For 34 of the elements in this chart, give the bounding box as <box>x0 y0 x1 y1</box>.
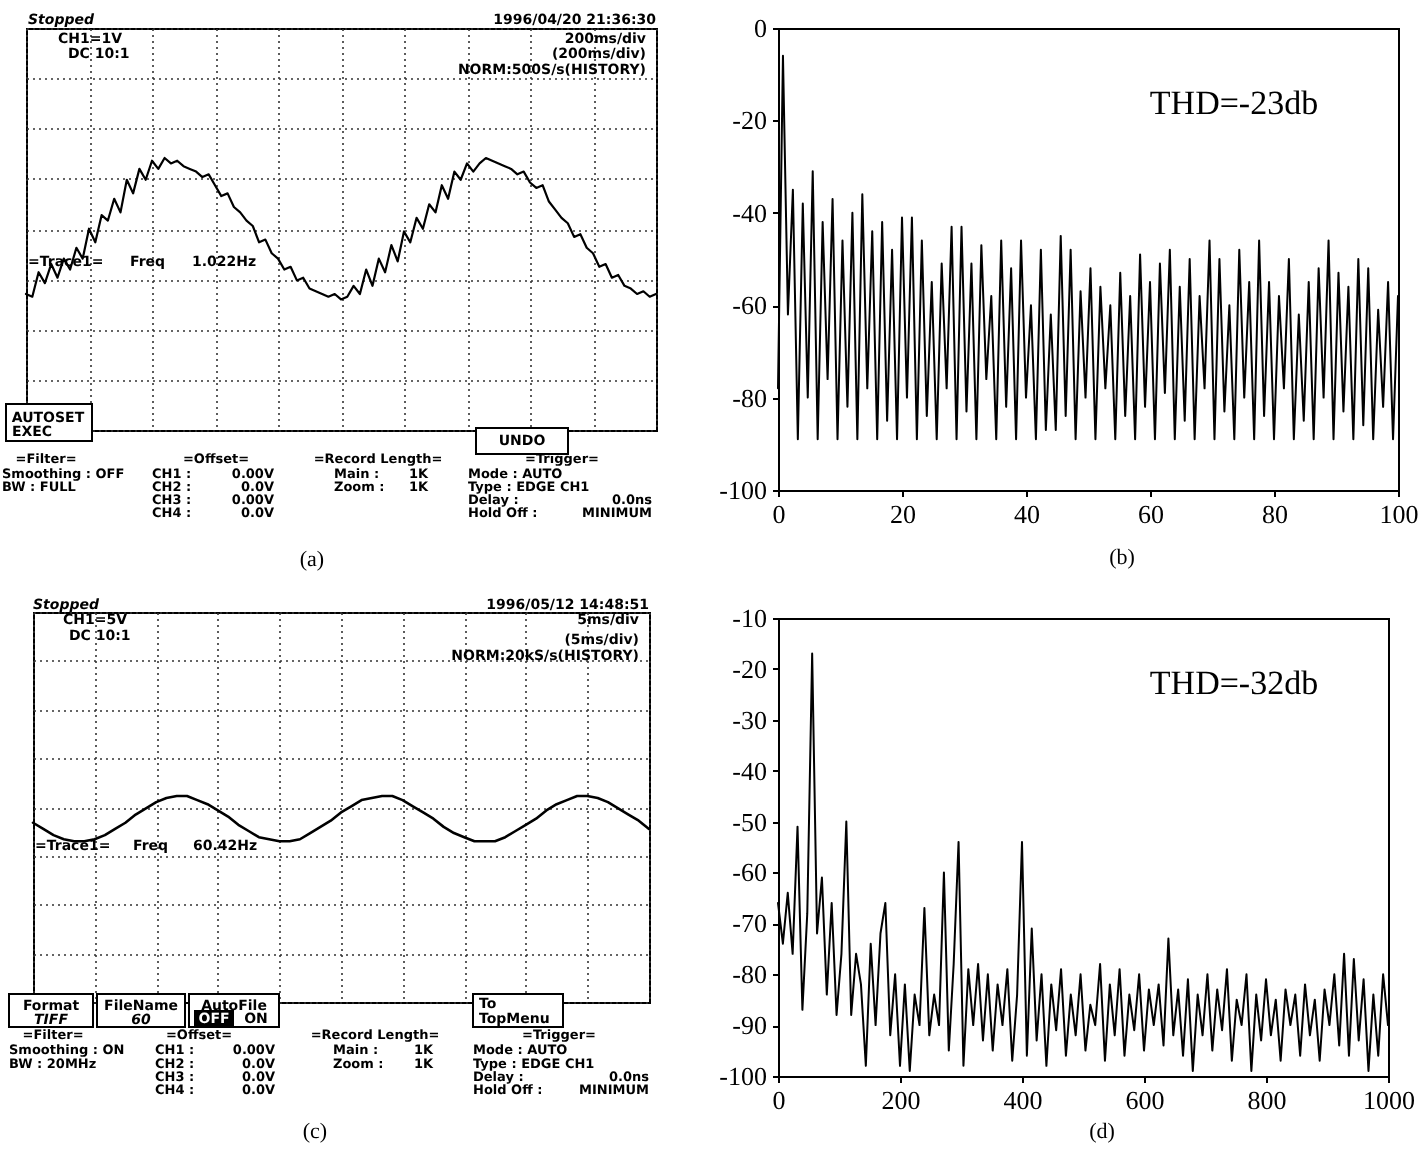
y-tick-label: -30 <box>732 704 767 735</box>
text: (b) <box>1109 546 1136 570</box>
y-tick-label: -40 <box>732 755 767 786</box>
x-tick-label: 0 <box>772 499 786 529</box>
y-tick-label: -100 <box>719 1061 767 1091</box>
y-tick-label: -100 <box>719 475 767 505</box>
annotation: THD=-32db <box>1149 664 1319 702</box>
x-tick-label: 800 <box>1247 1085 1287 1115</box>
y-tick-label: -70 <box>732 908 767 939</box>
x-tick-label: 200 <box>881 1085 921 1115</box>
y-tick-label: -80 <box>732 382 767 413</box>
x-tick-label: 400 <box>1003 1085 1043 1115</box>
y-tick-label: -20 <box>732 105 767 136</box>
y-tick-label: -50 <box>732 806 767 837</box>
text: (d) <box>1089 1120 1116 1144</box>
x-tick-label: 600 <box>1125 1085 1165 1115</box>
x-tick-label: 20 <box>890 499 916 529</box>
y-tick-label: -60 <box>732 290 767 321</box>
y-tick-label: -80 <box>732 959 767 990</box>
x-tick-label: 40 <box>1014 499 1040 529</box>
y-tick-label: -40 <box>732 197 767 228</box>
annotation: THD=-23db <box>1149 84 1319 122</box>
y-tick-label: -10 <box>732 603 767 633</box>
y-tick-label: 0 <box>754 13 767 43</box>
x-tick-label: 80 <box>1262 499 1288 529</box>
text: (c) <box>302 1120 328 1144</box>
x-tick-label: 60 <box>1138 499 1164 529</box>
x-tick-label: 0 <box>772 1085 786 1115</box>
x-tick-label: 1000 <box>1363 1085 1415 1115</box>
x-tick-label: 100 <box>1379 499 1419 529</box>
text: (a) <box>299 548 325 572</box>
y-tick-label: -20 <box>732 653 767 684</box>
y-tick-label: -60 <box>732 857 767 888</box>
y-tick-label: -90 <box>732 1010 767 1041</box>
